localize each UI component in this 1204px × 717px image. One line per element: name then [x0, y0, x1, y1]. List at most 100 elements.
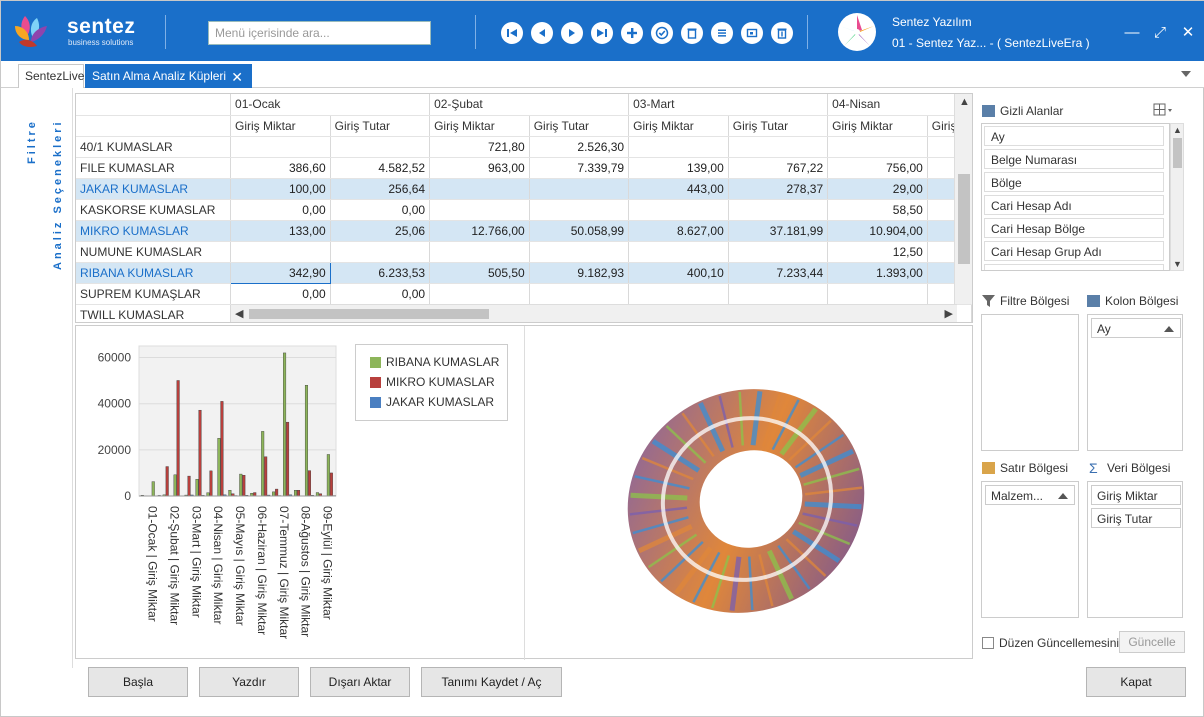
data-cell[interactable]: 133,00	[230, 220, 331, 242]
data-cell[interactable]: 10.904,00	[827, 220, 928, 242]
data-cell[interactable]: 0,00	[330, 283, 431, 305]
data-cell[interactable]: 386,60	[230, 157, 331, 179]
table-row[interactable]: RIBANA KUMASLAR 342,90 6.233,53 505,50 9.182…	[76, 261, 972, 284]
month-header[interactable]: 03-Mart	[628, 94, 829, 116]
data-cell[interactable]	[330, 136, 431, 158]
vertical-scrollbar[interactable]: ▲	[954, 94, 972, 304]
window-button[interactable]	[741, 22, 763, 44]
tab-list-dropdown-icon[interactable]	[1181, 71, 1191, 77]
approve-button[interactable]	[651, 22, 673, 44]
measure-header[interactable]: Giriş Miktar	[628, 115, 729, 137]
table-row[interactable]: 40/1 KUMASLAR 721,80 2.526,30	[76, 136, 972, 158]
month-header[interactable]: 04-Nisan	[827, 94, 972, 116]
data-cell[interactable]: 505,50	[429, 262, 530, 284]
first-record-button[interactable]	[501, 22, 523, 44]
scroll-thumb[interactable]	[1173, 138, 1182, 168]
trash-button[interactable]	[771, 22, 793, 44]
data-cell[interactable]: 756,00	[827, 157, 928, 179]
scroll-left-icon[interactable]: ◀	[235, 308, 244, 320]
hidden-field-item[interactable]: Cari Hesap Bölge	[984, 218, 1164, 238]
close-window-button[interactable]: ✕	[1179, 23, 1197, 41]
sort-asc-icon[interactable]	[1058, 493, 1068, 499]
measure-header[interactable]: Giriş Miktar	[429, 115, 530, 137]
table-row[interactable]: KASKORSE KUMASLAR 0,00 0,00 58,50	[76, 199, 972, 221]
hidden-field-item[interactable]: Belge Numarası	[984, 149, 1164, 169]
data-cell[interactable]: 100,00	[230, 178, 331, 200]
table-row[interactable]: FILE KUMASLAR 386,60 4.582,52 963,00 7.339,7…	[76, 157, 972, 179]
data-cell[interactable]	[429, 241, 530, 263]
data-cell[interactable]: 2.526,30	[529, 136, 630, 158]
scroll-up-icon[interactable]: ▲	[1173, 125, 1182, 135]
data-cell[interactable]	[728, 199, 829, 221]
data-cell[interactable]: 12.766,00	[429, 220, 530, 242]
data-cell[interactable]: 6.233,53	[330, 262, 431, 284]
data-cell[interactable]: 256,64	[330, 178, 431, 200]
data-cell[interactable]	[827, 136, 928, 158]
update-button[interactable]: Güncelle	[1119, 631, 1185, 653]
row-label[interactable]: FILE KUMASLAR	[76, 157, 232, 179]
data-cell[interactable]	[230, 241, 331, 263]
row-field-chip[interactable]: Malzem...	[985, 485, 1075, 505]
data-cell[interactable]: 139,00	[628, 157, 729, 179]
month-header[interactable]: 02-Şubat	[429, 94, 630, 116]
row-drop-area[interactable]: Malzem...	[981, 481, 1079, 618]
data-cell[interactable]	[429, 178, 530, 200]
minimize-button[interactable]: —	[1123, 23, 1141, 41]
data-cell[interactable]	[429, 283, 530, 305]
filter-side-panel[interactable]: Filtre Analiz Seçenekleri	[18, 88, 73, 668]
data-cell[interactable]	[628, 199, 729, 221]
close-button[interactable]: Kapat	[1086, 667, 1186, 697]
data-cell[interactable]: 963,00	[429, 157, 530, 179]
data-cell[interactable]: 9.182,93	[529, 262, 630, 284]
data-cell[interactable]	[529, 178, 630, 200]
save-definition-button[interactable]: Tanımı Kaydet / Aç	[421, 667, 562, 697]
data-cell[interactable]: 443,00	[628, 178, 729, 200]
column-field-chip[interactable]: Ay	[1091, 318, 1181, 338]
data-cell[interactable]: 50.058,99	[529, 220, 630, 242]
data-drop-area[interactable]: Giriş Miktar Giriş Tutar	[1087, 481, 1183, 618]
measure-header[interactable]: Giriş Miktar	[230, 115, 331, 137]
data-cell[interactable]	[827, 283, 928, 305]
scroll-thumb[interactable]	[958, 174, 970, 264]
print-button[interactable]: Yazdır	[199, 667, 299, 697]
tab-purchase-analysis[interactable]: Satın Alma Analiz Küpleri ✕	[85, 64, 252, 88]
tab-sentezlive[interactable]: SentezLive	[18, 64, 84, 88]
sort-asc-icon[interactable]	[1164, 326, 1174, 332]
data-cell[interactable]: 342,90	[230, 261, 331, 284]
hidden-fields-scrollbar[interactable]: ▲ ▼	[1170, 123, 1184, 271]
data-cell[interactable]	[628, 241, 729, 263]
data-cell[interactable]	[529, 199, 630, 221]
data-cell[interactable]: 0,00	[230, 199, 331, 221]
data-cell[interactable]: 4.582,52	[330, 157, 431, 179]
row-label[interactable]: 40/1 KUMASLAR	[76, 136, 232, 158]
data-cell[interactable]: 37.181,99	[728, 220, 829, 242]
hidden-field-item[interactable]: Cari Hesap Adı	[984, 195, 1164, 215]
data-cell[interactable]: 12,50	[827, 241, 928, 263]
data-cell[interactable]: 0,00	[230, 283, 331, 305]
measure-header[interactable]: Giriş Tutar	[728, 115, 829, 137]
table-row[interactable]: JAKAR KUMASLAR 100,00 256,64 443,00 278,37 29…	[76, 178, 972, 200]
scroll-down-icon[interactable]: ▼	[1173, 259, 1182, 269]
restore-button[interactable]: ⤢	[1151, 23, 1169, 41]
row-label[interactable]: TWILL KUMASLAR	[76, 304, 232, 322]
splitter[interactable]	[524, 326, 525, 660]
horizontal-scrollbar[interactable]: ◀ ▶	[231, 304, 957, 322]
row-label[interactable]: JAKAR KUMASLAR	[76, 178, 232, 200]
data-cell[interactable]: 721,80	[429, 136, 530, 158]
hidden-field-item[interactable]: Bölge	[984, 172, 1164, 192]
data-cell[interactable]: 8.627,00	[628, 220, 729, 242]
data-cell[interactable]	[628, 136, 729, 158]
hidden-field-item[interactable]: Cari Hesap Grup Adı	[984, 241, 1164, 261]
export-button[interactable]: Dışarı Aktar	[310, 667, 410, 697]
pivot-grid[interactable]: 01-Ocak 02-Şubat 03-Mart 04-Nisan Giriş Mikt…	[75, 93, 973, 323]
hidden-field-item[interactable]: Ay	[984, 126, 1164, 146]
table-row[interactable]: NUMUNE KUMASLAR 12,50	[76, 241, 972, 263]
data-cell[interactable]	[529, 241, 630, 263]
data-cell[interactable]: 767,22	[728, 157, 829, 179]
column-drop-area[interactable]: Ay	[1087, 314, 1183, 451]
row-label[interactable]: SUPREM KUMAŞLAR	[76, 283, 232, 305]
scroll-up-icon[interactable]: ▲	[959, 96, 970, 108]
data-cell[interactable]: 25,06	[330, 220, 431, 242]
defer-update-checkbox[interactable]: Düzen Güncellemesini Ertele	[982, 636, 1154, 650]
filter-label[interactable]: Filtre	[26, 119, 38, 164]
